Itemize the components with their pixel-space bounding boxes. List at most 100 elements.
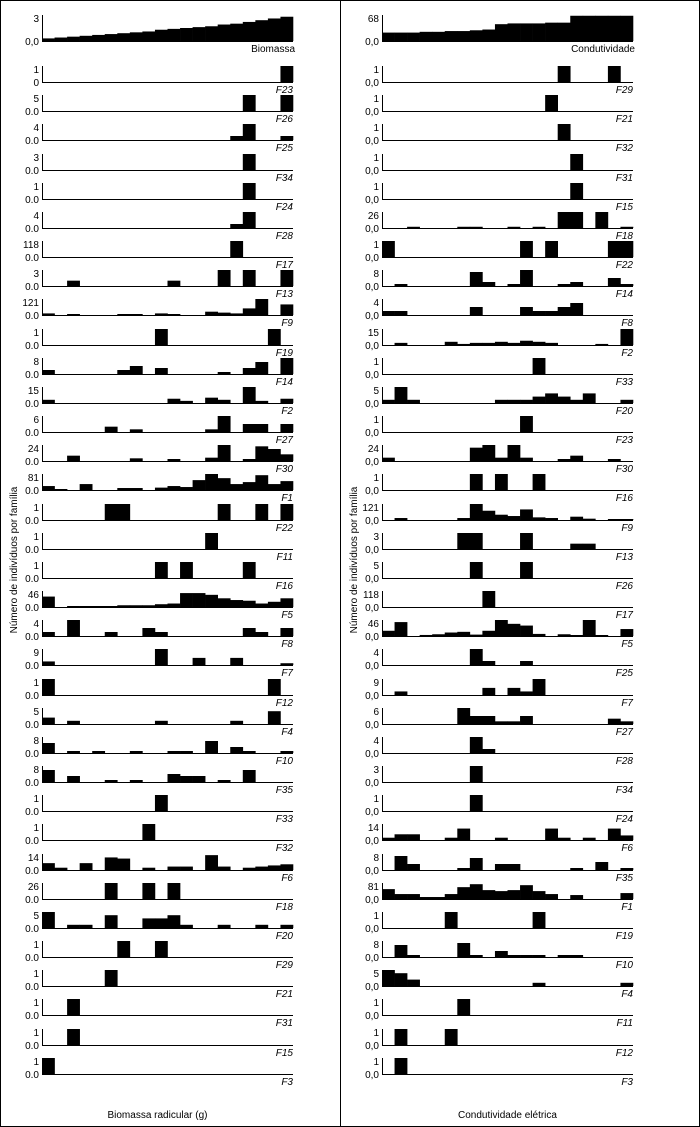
row-f5-bar-17 <box>582 620 596 636</box>
row-f5-bar-15 <box>217 598 231 607</box>
row-f34-ymax-label: 3 <box>33 153 39 164</box>
row-f2-bar-13 <box>532 341 546 345</box>
row-f4-bar-2 <box>394 973 408 986</box>
row-f20-bar-12 <box>520 399 533 403</box>
row-f14-bar-16 <box>570 282 584 286</box>
row-f21-ymin-label: 0,0 <box>365 107 379 118</box>
row-f4-ymax-label: 5 <box>33 707 39 718</box>
row-f1-bar-2 <box>54 489 68 490</box>
row-f14-bar-15 <box>217 372 231 374</box>
row-f7-family-label: F7 <box>621 698 633 709</box>
top-series-bar-18 <box>255 20 269 41</box>
row-f9-bar-11 <box>167 314 181 315</box>
row-f5-bar-16 <box>230 600 244 607</box>
row-f32-family-label: F32 <box>276 843 294 854</box>
row-f22-bar-1 <box>382 241 395 257</box>
row-f4-bar-3 <box>407 979 420 986</box>
row-f35-bar-8 <box>469 858 483 870</box>
row-f35-bar-7 <box>457 868 471 870</box>
row-f32-ymax-label: 1 <box>33 823 39 834</box>
row-f24-ymin-label: 0.0 <box>25 195 39 206</box>
row-f9-bar-14 <box>205 311 218 315</box>
row-f18-ymax-label: 26 <box>28 882 40 893</box>
row-f10-bar-11 <box>167 751 181 753</box>
row-f30-bar-14 <box>205 457 218 461</box>
row-f11-ymin-label: 0.0 <box>25 545 39 556</box>
row-f27-bar-10 <box>494 721 508 724</box>
row-f9-bar-12 <box>520 509 533 520</box>
row-f27-bar-15 <box>217 416 231 432</box>
row-f12-bar-6 <box>444 1029 458 1045</box>
row-f16-ymax-label: 1 <box>373 473 379 484</box>
row-f2-bar-15 <box>217 399 231 403</box>
row-f18-bar-3 <box>407 226 420 228</box>
row-f34-family-label: F34 <box>276 173 294 184</box>
row-f22-ymax-label: 1 <box>373 240 379 251</box>
row-f7-bar-13 <box>532 679 546 695</box>
row-f19-bar-10 <box>154 329 168 345</box>
row-f26-ymax-label: 5 <box>33 94 39 105</box>
row-f26-ymax-label: 5 <box>373 561 379 572</box>
row-f9-bar-17 <box>242 308 256 315</box>
row-f6-bar-11 <box>167 866 181 870</box>
row-f10-bar-5 <box>92 751 106 753</box>
row-f26-bar-12 <box>520 562 533 578</box>
row-f9-ymin-label: 0.0 <box>25 311 39 322</box>
row-f9-bar-8 <box>129 314 143 315</box>
row-f29-ymax-label: 1 <box>33 940 39 951</box>
row-f7-bar-16 <box>230 657 244 665</box>
row-f1-bar-5 <box>432 897 446 899</box>
row-f18-bar-13 <box>532 226 546 228</box>
row-f6-ymin-label: 0.0 <box>25 866 39 877</box>
row-f10-family-label: F10 <box>276 756 294 767</box>
row-f17-family-label: F17 <box>616 610 634 621</box>
row-f11-ymax-label: 1 <box>33 532 39 543</box>
row-f2-bar-18 <box>595 343 609 345</box>
row-f19-bar-13 <box>532 912 546 928</box>
row-f17-family-label: F17 <box>276 260 294 271</box>
row-f18-family-label: F18 <box>616 231 634 242</box>
row-f23-bar-12 <box>520 416 533 432</box>
row-f20-bar-14 <box>545 393 558 403</box>
top-series-bar-9 <box>142 31 156 41</box>
top-series-bar-1 <box>382 32 395 41</box>
row-f6-ymax-label: 14 <box>368 823 380 834</box>
row-f33-ymax-label: 1 <box>33 794 39 805</box>
row-f9-bar-3 <box>67 314 80 315</box>
row-f1-bar-1 <box>382 889 395 899</box>
top-series-bar-8 <box>129 32 143 41</box>
row-f18-bar-20 <box>620 226 634 228</box>
row-f14-bar-20 <box>280 358 294 374</box>
row-f16-bar-10 <box>494 474 508 490</box>
top-series-bar-12 <box>520 23 533 41</box>
row-f31-family-label: F31 <box>616 173 633 184</box>
row-f14-bar-10 <box>154 368 168 374</box>
row-f6-bar-20 <box>620 835 634 840</box>
row-f10-bar-16 <box>230 747 244 753</box>
row-f35-bar-15 <box>217 780 231 782</box>
top-series-bar-12 <box>180 28 193 41</box>
row-f9-bar-2 <box>394 518 408 520</box>
row-f1-ymax-label: 81 <box>28 473 40 484</box>
top-series-ymax-label: 68 <box>368 14 380 25</box>
row-f10-bar-14 <box>205 741 218 753</box>
row-f4-family-label: F4 <box>621 989 633 1000</box>
row-f1-bar-13 <box>532 891 546 899</box>
row-f8-bar-17 <box>242 628 256 636</box>
row-f7-ymin-label: 0,0 <box>365 691 379 702</box>
row-f16-bar-8 <box>469 474 483 490</box>
row-f20-ymin-label: 0,0 <box>365 399 379 410</box>
row-f1-family-label: F1 <box>281 493 293 504</box>
row-f35-bar-3 <box>67 776 80 782</box>
row-f20-bar-15 <box>557 396 571 403</box>
row-f2-bar-8 <box>469 342 483 345</box>
row-f1-bar-4 <box>419 897 433 899</box>
row-f22-bar-20 <box>280 504 294 520</box>
row-f5-bar-3 <box>67 606 80 607</box>
row-f8-bar-8 <box>469 307 483 315</box>
row-f35-family-label: F35 <box>616 873 634 884</box>
row-f29-ymin-label: 0.0 <box>25 953 39 964</box>
row-f7-ymax-label: 9 <box>373 678 379 689</box>
top-series-bar-3 <box>407 32 420 41</box>
x-axis-title: Biomassa radicular (g) <box>107 1110 207 1121</box>
